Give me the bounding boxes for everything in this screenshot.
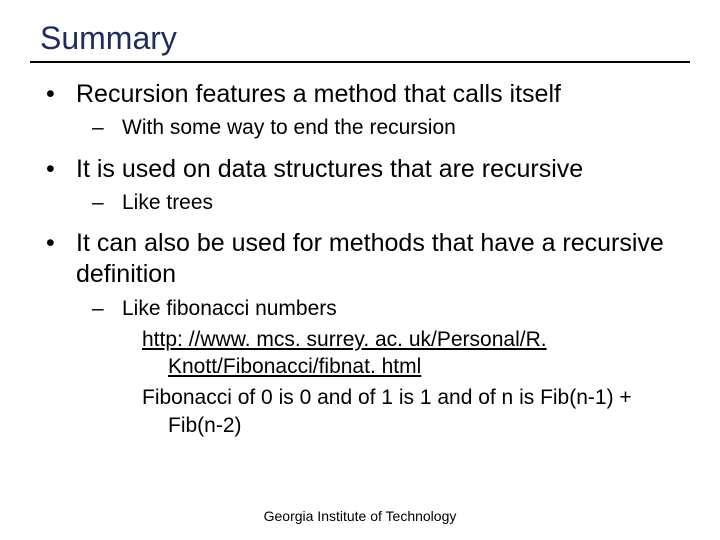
bullet-list: Recursion features a method that calls i… — [30, 79, 690, 439]
slide-container: Summary Recursion features a method that… — [0, 0, 720, 540]
bullet-text: Recursion features a method that calls i… — [76, 80, 561, 108]
sub-text: Like fibonacci numbers — [122, 297, 337, 320]
sub-list-1: With some way to end the recursion — [76, 114, 690, 141]
bullet-item-3: It can also be used for methods that hav… — [30, 228, 690, 439]
sub-item-plain: Fibonacci of 0 is 0 and of 1 is 1 and of… — [76, 384, 690, 439]
bullet-text: It is used on data structures that are r… — [76, 155, 583, 183]
sub-item: With some way to end the recursion — [76, 114, 690, 141]
sub-item: Like trees — [76, 189, 690, 216]
slide-title: Summary — [40, 20, 690, 57]
sub-text: Like trees — [122, 191, 213, 214]
sub-list-3: Like fibonacci numbers http: //www. mcs.… — [76, 295, 690, 439]
bullet-item-2: It is used on data structures that are r… — [30, 154, 690, 217]
sub-item-link: http: //www. mcs. surrey. ac. uk/Persona… — [76, 326, 690, 381]
fibonacci-link[interactable]: http: //www. mcs. surrey. ac. uk/Persona… — [126, 326, 690, 381]
bullet-item-1: Recursion features a method that calls i… — [30, 79, 690, 142]
bullet-text: It can also be used for methods that hav… — [76, 229, 664, 288]
slide-footer: Georgia Institute of Technology — [0, 508, 720, 524]
title-underline — [30, 61, 690, 63]
sub-text: Fibonacci of 0 is 0 and of 1 is 1 and of… — [126, 384, 690, 439]
sub-item: Like fibonacci numbers — [76, 295, 690, 322]
sub-list-2: Like trees — [76, 189, 690, 216]
sub-text: With some way to end the recursion — [122, 116, 456, 139]
